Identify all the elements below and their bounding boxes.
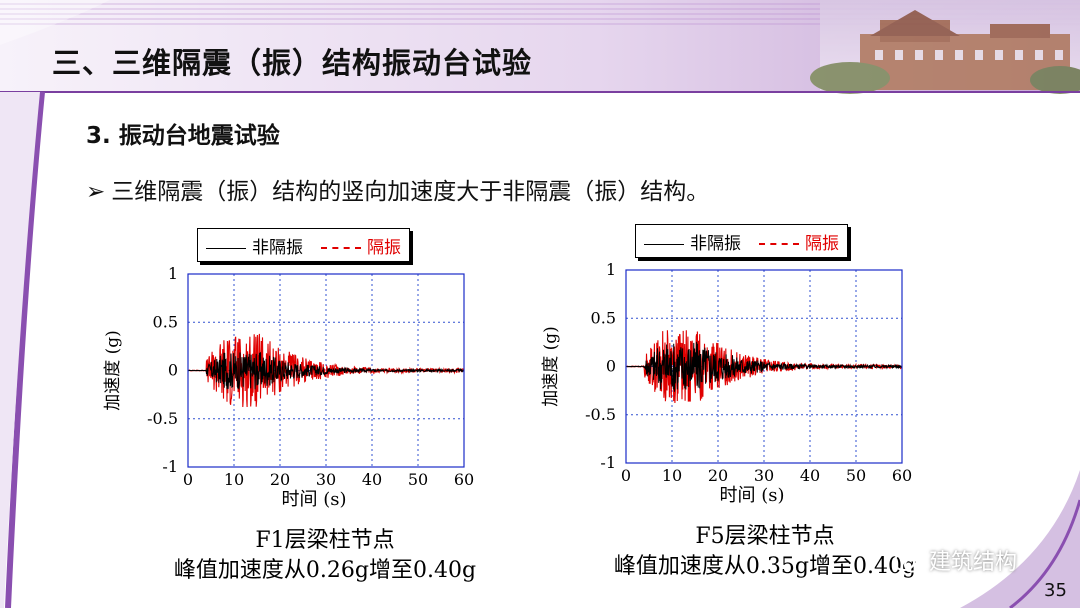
x-tick-label: 20	[708, 466, 728, 485]
caption-peak: 峰值加速度从0.26g增至0.40g	[173, 558, 477, 583]
x-tick-label: 0	[621, 466, 631, 485]
caption-peak: 峰值加速度从0.35g增至0.40g	[613, 554, 917, 579]
chart-f5: 0 10 20 30 40 50 60 1 0.5 0 -0.5 -1 时间 (s) 加速度 (g)	[534, 251, 914, 511]
building-image	[810, 0, 1080, 94]
caption-node: F5层梁柱节点	[695, 524, 835, 549]
x-tick-label: 50	[846, 466, 866, 485]
legend-solid-line-icon	[206, 247, 246, 249]
plot-frame	[625, 269, 903, 464]
bullet-text: 三维隔震（振）结构的竖向加速度大于非隔震（振）结构。	[111, 179, 710, 205]
y-tick-label: -1	[600, 453, 616, 472]
legend-non-isolated: 非隔振	[206, 233, 303, 258]
watermark-text: 建筑结构	[929, 550, 1018, 575]
y-tick-label: -1	[162, 457, 178, 476]
series-non-isolated-line	[625, 341, 903, 392]
caption-node: F1层梁柱节点	[255, 528, 395, 553]
chart-f5-svg: 0 10 20 30 40 50 60 1 0.5 0 -0.5 -1 时间 (s) 加速度 (g)	[541, 260, 912, 506]
x-tick-label: 30	[316, 470, 336, 489]
y-tick-label: 1	[606, 260, 616, 279]
y-tick-label: 1	[168, 264, 178, 283]
slide-title: 三、三维隔震（振）结构振动台试验	[52, 46, 533, 80]
x-tick-label: 40	[362, 470, 382, 489]
page-number: 35	[1044, 580, 1067, 601]
chart-f1: 0 10 20 30 40 50 60 1 0.5 0 -0.5 -1 时间 (s) 加速度 (g)	[96, 255, 476, 515]
chart-f5-caption: F5层梁柱节点 峰值加速度从0.35g增至0.40g	[570, 522, 960, 582]
y-tick-label: 0	[168, 361, 178, 380]
section-heading: 3. 振动台地震试验	[86, 123, 280, 149]
y-tick-label: -0.5	[147, 409, 178, 428]
legend-isolated: 隔振	[759, 229, 839, 254]
chart-f1-legend: 非隔振 隔振	[197, 228, 410, 262]
x-axis-label: 时间 (s)	[719, 485, 784, 506]
x-tick-label: 30	[754, 466, 774, 485]
legend-non-isolated: 非隔振	[644, 229, 741, 254]
x-tick-label: 10	[224, 470, 244, 489]
x-tick-label: 0	[183, 470, 193, 489]
series-non-isolated-line	[187, 352, 465, 390]
watermark: 建筑结构	[893, 544, 1017, 576]
y-tick-label: 0.5	[153, 312, 178, 331]
legend-isolated: 隔振	[321, 233, 401, 258]
chart-f1-caption: F1层梁柱节点 峰值加速度从0.26g增至0.40g	[130, 526, 520, 586]
legend-solid-line-icon	[644, 243, 684, 245]
x-tick-label: 50	[408, 470, 428, 489]
x-tick-label: 40	[800, 466, 820, 485]
y-axis-label: 加速度 (g)	[541, 326, 561, 407]
bullet-point: ➢ 三维隔震（振）结构的竖向加速度大于非隔震（振）结构。	[86, 172, 709, 206]
x-axis-label: 时间 (s)	[281, 489, 346, 510]
chart-f5-legend: 非隔振 隔振	[635, 224, 848, 258]
legend-dashed-line-icon	[759, 243, 799, 245]
wechat-icon	[893, 553, 922, 573]
x-tick-label: 60	[454, 470, 474, 489]
plot-frame	[187, 273, 465, 468]
chart-f1-svg: 0 10 20 30 40 50 60 1 0.5 0 -0.5 -1 时间 (s) 加速度 (g)	[103, 264, 474, 510]
bullet-arrow-icon: ➢	[86, 179, 106, 205]
legend-dashed-line-icon	[321, 247, 361, 249]
x-tick-label: 60	[892, 466, 912, 485]
x-tick-label: 10	[662, 466, 682, 485]
x-tick-label: 20	[270, 470, 290, 489]
y-axis-label: 加速度 (g)	[103, 330, 123, 411]
y-tick-label: -0.5	[585, 405, 616, 424]
y-tick-label: 0	[606, 357, 616, 376]
y-tick-label: 0.5	[591, 308, 616, 327]
